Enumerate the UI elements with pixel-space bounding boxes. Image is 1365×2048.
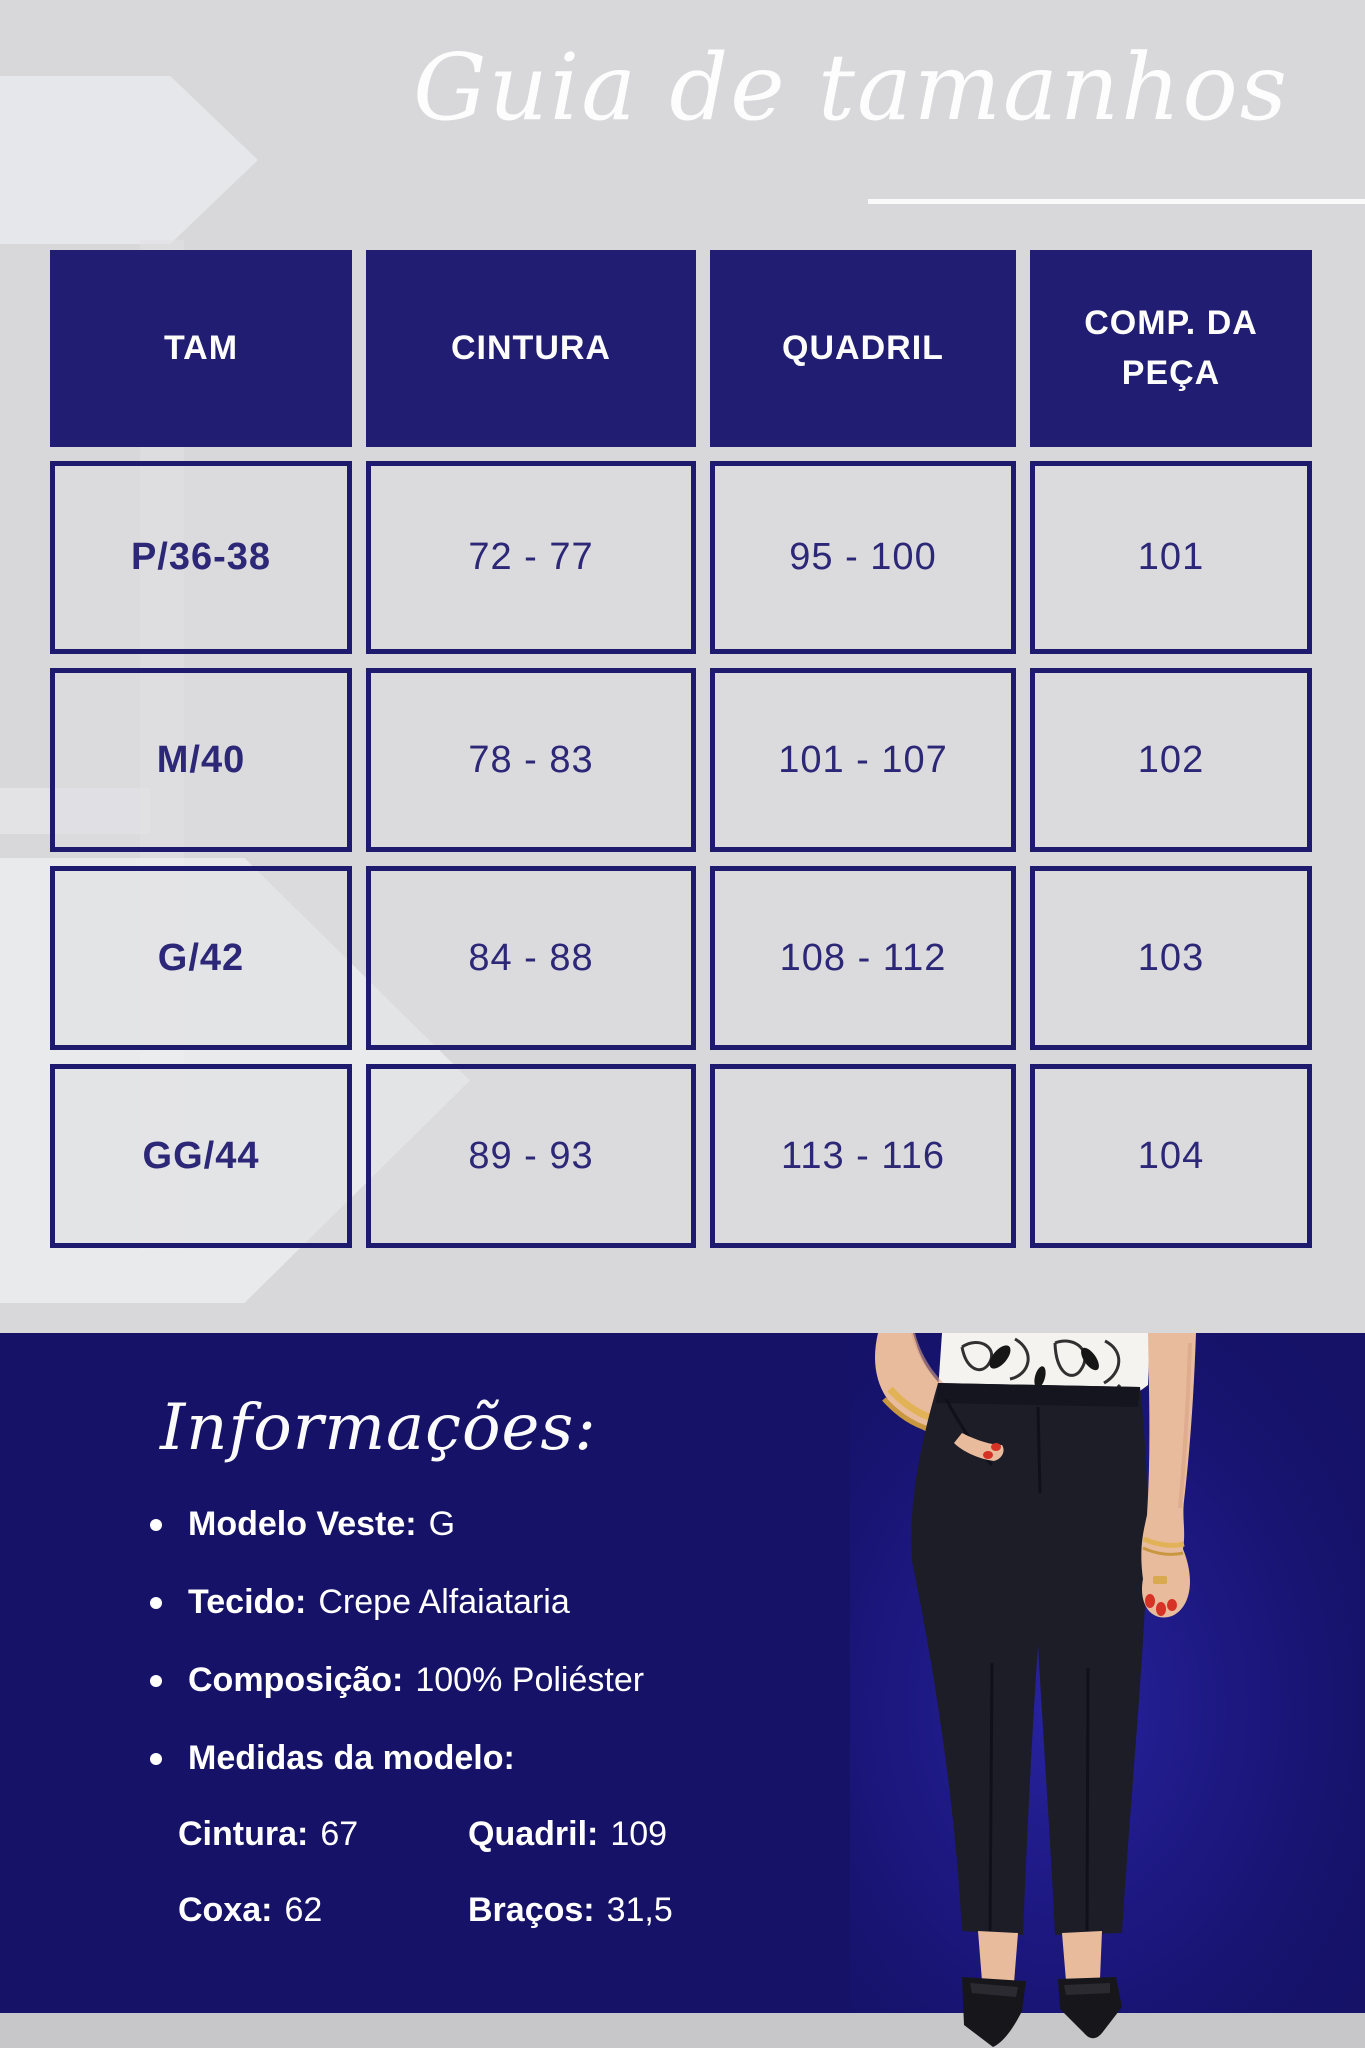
bracelet-icon [1142, 1536, 1185, 1548]
measurement-pair: Braços: 31,5 [468, 1891, 673, 1930]
model-photo [850, 1333, 1365, 2047]
bullet-value: G [428, 1505, 456, 1543]
measurement-pair: Coxa: 62 [178, 1891, 468, 1930]
red-nails [983, 1443, 1001, 1459]
cintura-cell: 78 - 83 [366, 668, 696, 852]
bullet-label: Modelo Veste: [188, 1505, 417, 1543]
measurement-label: Cintura: [178, 1815, 309, 1853]
bullet-icon [150, 1596, 162, 1609]
size-cell: P/36-38 [50, 461, 352, 654]
comprimento-cell: 102 [1030, 668, 1312, 852]
cintura-cell: 84 - 88 [366, 866, 696, 1050]
comprimento-cell: 104 [1030, 1064, 1312, 1248]
bullet-icon [150, 1752, 162, 1765]
measurement-label: Braços: [468, 1891, 595, 1929]
comprimento-cell: 101 [1030, 461, 1312, 654]
measurement-value: 62 [284, 1891, 323, 1929]
watermark-chevron-icon [0, 76, 258, 244]
list-item: Tecido: Crepe Alfaiataria [150, 1583, 644, 1622]
quadril-cell: 101 - 107 [710, 668, 1016, 852]
page-title: Guia de tamanhos [413, 34, 1289, 141]
measurement-label: Quadril: [468, 1815, 599, 1853]
bullet-label: Tecido: [188, 1583, 307, 1621]
bullet-icon [150, 1518, 162, 1531]
quadril-cell: 95 - 100 [710, 461, 1016, 654]
bullet-icon [150, 1674, 162, 1687]
red-nails [1145, 1594, 1177, 1616]
size-table: TAM CINTURA QUADRIL COMP. DA PEÇA P/36-3… [50, 250, 1312, 1248]
cintura-cell: 89 - 93 [366, 1064, 696, 1248]
model-right-arm [1141, 1333, 1196, 1618]
info-bullet-list: Modelo Veste: G Tecido: Crepe Alfaiatari… [150, 1505, 644, 1817]
bottom-strip [0, 2013, 1365, 2048]
list-item: Modelo Veste: G [150, 1505, 644, 1544]
ring-icon [1153, 1576, 1167, 1584]
column-header-comprimento: COMP. DA PEÇA [1030, 250, 1312, 447]
quadril-cell: 113 - 116 [710, 1064, 1016, 1248]
title-underline [868, 199, 1365, 204]
bullet-label: Composição: [188, 1661, 404, 1699]
measurement-label: Coxa: [178, 1891, 273, 1929]
info-heading: Informações: [160, 1391, 597, 1465]
measurement-pair: Quadril: 109 [468, 1815, 667, 1854]
model-ankles [978, 1931, 1102, 1983]
comprimento-cell: 103 [1030, 866, 1312, 1050]
size-cell: GG/44 [50, 1064, 352, 1248]
bullet-value: 100% Poliéster [415, 1661, 645, 1699]
cintura-cell: 72 - 77 [366, 461, 696, 654]
measurement-value: 67 [320, 1815, 359, 1853]
quadril-cell: 108 - 112 [710, 866, 1016, 1050]
model-shoes [962, 1977, 1122, 2047]
size-cell: G/42 [50, 866, 352, 1050]
column-header-tam: TAM [50, 250, 352, 447]
size-cell: M/40 [50, 668, 352, 852]
column-header-quadril: QUADRIL [710, 250, 1016, 447]
measurement-line: Cintura: 67 Quadril: 109 [178, 1815, 667, 1854]
model-left-hand [954, 1433, 1004, 1461]
list-item: Composição: 100% Poliéster [150, 1661, 644, 1700]
column-header-cintura: CINTURA [366, 250, 696, 447]
measurement-line: Coxa: 62 Braços: 31,5 [178, 1891, 673, 1930]
measurement-value: 109 [610, 1815, 668, 1853]
bullet-label: Medidas da modelo: [188, 1739, 515, 1777]
bullet-value: Crepe Alfaiataria [318, 1583, 570, 1621]
bracelet-icon [1142, 1546, 1184, 1556]
measurement-pair: Cintura: 67 [178, 1815, 468, 1854]
list-item: Medidas da modelo: [150, 1739, 644, 1778]
measurement-value: 31,5 [606, 1891, 673, 1929]
